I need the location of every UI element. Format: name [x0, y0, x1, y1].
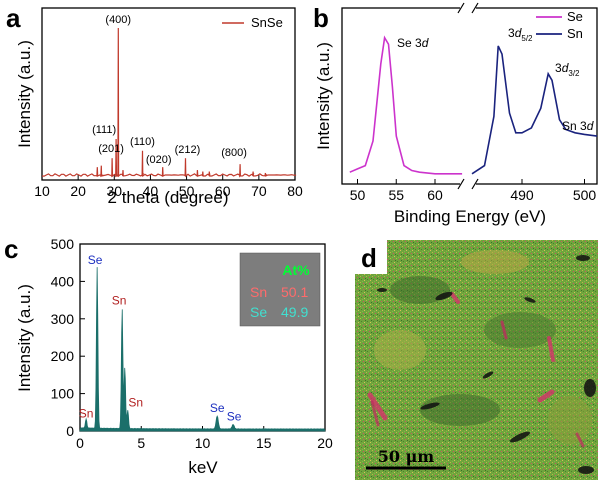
- xrd-peak-label: (800): [221, 147, 247, 159]
- eds-y-tick-label: 100: [51, 386, 75, 402]
- eds-y-tick-label: 200: [51, 348, 75, 364]
- eds-x-tick-label: 5: [137, 435, 145, 451]
- eds-x-tick-label: 10: [195, 435, 211, 451]
- xrd-x-tick-label: 30: [106, 183, 122, 199]
- xrd-x-tick-label: 70: [251, 183, 267, 199]
- xrd-x-tick-label: 40: [143, 183, 159, 199]
- xps-annotation-3d52: 3d5/2: [508, 26, 533, 43]
- xrd-peak-labels: (201) (111) (400) (110) (020)(212) (800): [92, 14, 247, 166]
- map-dark-pores: [377, 255, 596, 474]
- eds-box-sn-label: Sn: [250, 284, 267, 300]
- panel-a: a 10 20 30 40 50 60 70 80 (201)(111)(400)(110)(…: [6, 3, 303, 207]
- panel-d: d 50 μm: [355, 240, 598, 480]
- xps-x-axis-label: Binding Energy (eV): [394, 207, 546, 226]
- eds-x-axis-label: keV: [188, 458, 218, 477]
- eds-box-header: At%: [282, 262, 310, 278]
- xrd-peak-label: (020): [146, 154, 172, 166]
- xps-annotation-se3d: Se 3d: [397, 36, 429, 50]
- panel-letter-a: a: [6, 3, 21, 33]
- eds-x-tick-label: 0: [76, 435, 84, 451]
- xps-break-mark: [457, 178, 465, 190]
- xps-x-tick-label: 50: [350, 187, 366, 203]
- eds-x-tick-label: 20: [317, 435, 333, 451]
- eds-peak-label: Se: [88, 253, 103, 267]
- xrd-x-axis-label: 2 theta (degree): [108, 188, 229, 207]
- xps-x-tick-label: 60: [427, 187, 443, 203]
- xps-break-mark: [457, 2, 465, 14]
- eds-atomic-percent-box: [239, 252, 321, 327]
- xrd-x-tick-label: 80: [287, 183, 303, 199]
- eds-peak-label: Sn: [128, 395, 143, 409]
- xps-break-mark: [471, 178, 479, 190]
- eds-y-axis-label: Intensity (a.u.): [15, 284, 34, 392]
- xps-annotation-sn3d: Sn 3d: [562, 119, 594, 133]
- map-texture-patches: [374, 250, 592, 444]
- eds-box-sn-value: 50.1: [281, 284, 308, 300]
- eds-box-se-label: Se: [250, 304, 267, 320]
- eds-peak-label: Sn: [112, 294, 127, 308]
- eds-x-tick-label: 15: [256, 435, 272, 451]
- panel-letter-b: b: [313, 3, 329, 33]
- xrd-x-tick-label: 60: [215, 183, 231, 199]
- xps-sn-series-line: [471, 45, 598, 175]
- xrd-x-tick-label: 10: [34, 183, 50, 199]
- xrd-legend-label: SnSe: [251, 15, 283, 30]
- eds-peak-label: Se: [210, 401, 225, 415]
- xps-x-ticks: 50 55 60 490 500: [350, 179, 597, 203]
- xps-x-tick-label: 55: [388, 187, 404, 203]
- scale-bar-label: 50 μm: [378, 447, 435, 466]
- xps-break-gap-top: [460, 3, 476, 13]
- map-sn-rich-streaks: [367, 292, 585, 448]
- eds-y-tick-label: 0: [66, 423, 74, 439]
- eds-y-tick-label: 400: [51, 273, 75, 289]
- eds-peak-label: Sn: [79, 407, 94, 421]
- eds-peak-label: Se: [227, 410, 242, 424]
- xrd-x-tick-label: 50: [179, 183, 195, 199]
- xps-annotation-3d32: 3d3/2: [555, 61, 580, 78]
- xrd-peak-label: (400): [105, 14, 131, 26]
- xrd-peak-label: (212): [175, 144, 201, 156]
- xrd-peak-label: (110): [130, 136, 155, 148]
- xrd-x-ticks: 10 20 30 40 50 60 70 80: [34, 175, 303, 199]
- xps-legend-label-se: Se: [567, 9, 583, 24]
- xrd-peak-label: (201): [98, 143, 124, 155]
- xrd-plot-frame: [41, 7, 296, 181]
- xps-y-axis-label: Intensity (a.u.): [314, 42, 333, 150]
- xps-x-tick-label: 490: [510, 187, 534, 203]
- xps-x-tick-label: 500: [573, 187, 597, 203]
- panel-b: b 50 55 60 490 500 Se 3d 3d5/2 3d3/2 Sn 3d S…: [313, 2, 598, 226]
- xps-se-series-line: [349, 35, 463, 175]
- eds-box-se-value: 49.9: [281, 304, 308, 320]
- eds-spectrum-area: [79, 267, 326, 432]
- eds-y-tick-label: 500: [51, 236, 75, 252]
- xrd-peak-label: (111): [92, 124, 116, 136]
- panel-letter-d: d: [361, 243, 377, 273]
- xps-break-mark: [471, 2, 479, 14]
- xps-break-gap-bottom: [460, 179, 476, 189]
- xrd-pattern-line: [41, 27, 297, 178]
- xrd-x-tick-label: 20: [70, 183, 86, 199]
- xrd-y-axis-label: Intensity (a.u.): [15, 40, 34, 148]
- panel-letter-c: c: [4, 234, 18, 264]
- panel-d-letter-bg: [355, 240, 387, 274]
- xps-legend-label-sn: Sn: [567, 26, 583, 41]
- eds-y-tick-label: 300: [51, 311, 75, 327]
